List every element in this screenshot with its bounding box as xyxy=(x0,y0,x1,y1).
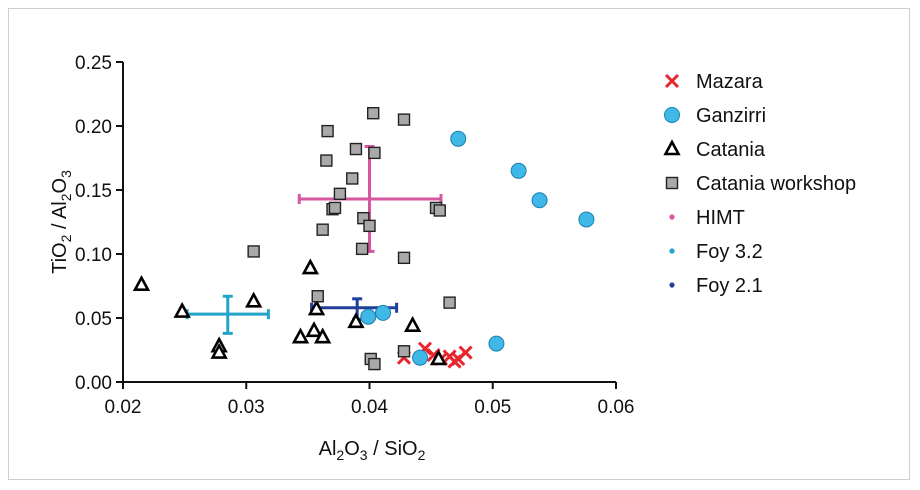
ganzirri-point xyxy=(488,335,505,352)
ganzirri-point xyxy=(375,304,392,321)
legend-label-foy-2-1: Foy 2.1 xyxy=(696,275,763,297)
catania-point xyxy=(347,312,365,329)
catania-workshop-point xyxy=(346,172,359,185)
catania-workshop-point xyxy=(363,219,376,233)
legend-label-himt: HIMT xyxy=(696,207,745,229)
catania-point xyxy=(301,258,320,275)
foy-3-2-errorbar xyxy=(185,294,270,335)
legend-item-catania-workshop: Catania workshop xyxy=(665,173,856,195)
catania-point xyxy=(173,301,191,318)
legend-label-ganzirri: Ganzirri xyxy=(696,105,766,127)
catania-point xyxy=(403,315,422,332)
axes: 0.00 0.05 0.10 0.15 0.20 0.25 0.02 0.03 0.04 0.05… xyxy=(75,53,634,418)
catania-workshop-point xyxy=(328,201,342,215)
ganzirri-point xyxy=(510,162,527,179)
legend-label-foy-3-2: Foy 3.2 xyxy=(696,241,763,263)
legend-item-himt: HIMT xyxy=(669,207,745,229)
catania-workshop-point xyxy=(368,146,381,160)
catania-workshop-point xyxy=(355,242,369,256)
catania-point xyxy=(313,327,332,344)
y-tick-label: 0.25 xyxy=(75,53,112,74)
catania-point xyxy=(429,349,448,366)
y-tick-label: 0.05 xyxy=(75,309,112,330)
legend-label-catania-workshop: Catania workshop xyxy=(696,173,856,195)
catania-workshop-point xyxy=(349,142,363,156)
legend: Mazara Ganzirri Catania Catania workshop HIM… xyxy=(663,71,856,297)
chart-frame xyxy=(8,8,910,480)
ganzirri-point xyxy=(578,211,595,228)
mazara-point xyxy=(447,354,462,369)
ganzirri-point xyxy=(450,130,467,147)
catania-point xyxy=(132,274,151,292)
catania-workshop-legend-marker xyxy=(665,176,679,190)
foy-3-2-legend-marker xyxy=(669,248,675,254)
ganzirri-point xyxy=(531,192,548,209)
legend-item-ganzirri: Ganzirri xyxy=(664,105,766,127)
legend-item-foy-3-2: Foy 3.2 xyxy=(669,241,763,263)
catania-workshop-point xyxy=(368,357,381,371)
x-tick-label: 0.04 xyxy=(351,397,388,418)
catania-workshop-point xyxy=(397,345,411,358)
catania-point xyxy=(210,342,228,359)
legend-item-catania: Catania xyxy=(663,139,766,161)
catania-workshop-point xyxy=(316,223,329,236)
y-tick-label: 0.00 xyxy=(75,373,112,394)
catania-workshop-point xyxy=(397,251,411,265)
foy-2-1-legend-marker xyxy=(669,282,675,288)
legend-item-mazara: Mazara xyxy=(664,71,764,93)
legend-label-catania: Catania xyxy=(696,139,766,161)
catania-point xyxy=(244,291,263,308)
catania-legend-marker xyxy=(663,139,681,156)
x-axis-label: Al2O3 / SiO2 xyxy=(319,438,426,463)
catania-point xyxy=(307,299,326,316)
catania-workshop-point xyxy=(311,290,324,303)
y-tick-label: 0.15 xyxy=(75,181,112,202)
mazara-legend-marker xyxy=(664,73,680,89)
legend-label-mazara: Mazara xyxy=(696,71,764,93)
catania-workshop-point xyxy=(443,296,456,309)
mazara-point xyxy=(458,345,473,360)
legend-item-foy-2-1: Foy 2.1 xyxy=(669,275,763,297)
y-axis-label: TiO2 / Al2O3 xyxy=(49,170,74,274)
catania-workshop-point xyxy=(397,113,411,126)
y-tick-label: 0.10 xyxy=(75,245,112,266)
ganzirri-point xyxy=(360,308,377,325)
x-tick-label: 0.03 xyxy=(228,397,265,418)
himt-legend-marker xyxy=(669,214,675,220)
y-tick-label: 0.20 xyxy=(75,117,112,138)
x-tick-label: 0.06 xyxy=(598,397,635,418)
ganzirri-legend-marker xyxy=(664,107,680,123)
catania-workshop-point xyxy=(366,106,380,120)
data-points xyxy=(132,106,595,371)
catania-workshop-point xyxy=(333,187,347,201)
catania-point xyxy=(305,321,323,338)
catania-point xyxy=(291,327,310,344)
ganzirri-point xyxy=(412,349,429,366)
x-tick-label: 0.02 xyxy=(105,397,142,418)
catania-workshop-point xyxy=(320,154,333,167)
catania-workshop-point xyxy=(321,124,334,138)
catania-workshop-point xyxy=(433,204,446,217)
x-tick-label: 0.05 xyxy=(474,397,511,418)
catania-workshop-point xyxy=(247,245,260,258)
